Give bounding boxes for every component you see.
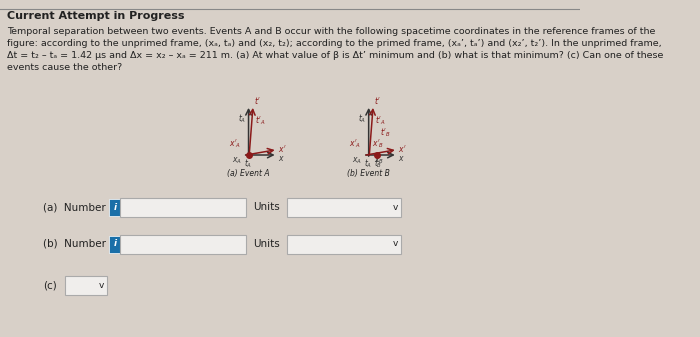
Text: $x'_B$: $x'_B$: [372, 138, 384, 151]
Text: $t'_A$: $t'_A$: [375, 114, 386, 126]
Text: (a)  Number: (a) Number: [43, 202, 106, 212]
FancyBboxPatch shape: [109, 198, 120, 215]
Text: $t'_A$: $t'_A$: [255, 114, 265, 126]
Text: Units: Units: [253, 202, 279, 212]
Text: $x$: $x$: [279, 154, 285, 163]
Text: $t_A$: $t_A$: [244, 157, 252, 170]
Text: $x$: $x$: [398, 154, 405, 163]
Text: $t_A$: $t_A$: [358, 112, 366, 124]
Text: $t'$: $t'$: [253, 95, 260, 106]
Text: $x'$: $x'$: [398, 143, 407, 154]
FancyBboxPatch shape: [65, 276, 107, 295]
Text: Units: Units: [253, 239, 279, 249]
FancyBboxPatch shape: [288, 235, 401, 253]
Text: $x_A$: $x_A$: [352, 155, 362, 165]
Text: v: v: [393, 240, 398, 248]
Text: $t_A$: $t_A$: [364, 157, 372, 170]
FancyBboxPatch shape: [120, 197, 246, 216]
Text: $x_B$: $x_B$: [374, 155, 384, 165]
FancyBboxPatch shape: [109, 236, 120, 252]
Text: i: i: [113, 203, 117, 212]
Text: $t'$: $t'$: [374, 95, 381, 106]
Text: v: v: [393, 203, 398, 212]
Text: $x_A$: $x_A$: [232, 155, 242, 165]
Text: $t_B$: $t_B$: [374, 157, 383, 170]
Text: i: i: [113, 240, 117, 248]
Text: (b) Event B: (b) Event B: [347, 169, 390, 178]
Text: Current Attempt in Progress: Current Attempt in Progress: [6, 11, 184, 21]
Text: Temporal separation between two events. Events A and B occur with the following : Temporal separation between two events. …: [6, 27, 663, 72]
Text: v: v: [99, 280, 104, 289]
Text: (a) Event A: (a) Event A: [228, 169, 270, 178]
FancyBboxPatch shape: [120, 235, 246, 253]
Text: $t_A$: $t_A$: [238, 112, 246, 124]
Text: (b)  Number: (b) Number: [43, 239, 106, 249]
Text: $x'_A$: $x'_A$: [349, 138, 361, 151]
Text: (c): (c): [43, 280, 57, 290]
Text: $t'_B$: $t'_B$: [380, 126, 391, 139]
Text: $x'$: $x'$: [279, 143, 287, 154]
FancyBboxPatch shape: [288, 197, 401, 216]
Text: $x'_A$: $x'_A$: [229, 138, 241, 151]
